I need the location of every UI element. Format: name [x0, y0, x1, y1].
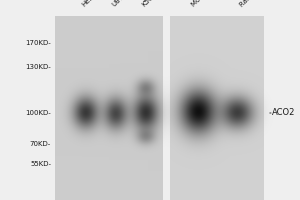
Text: Mouse brain: Mouse brain	[191, 0, 225, 8]
Text: 130KD-: 130KD-	[25, 64, 51, 70]
Text: 100KD-: 100KD-	[25, 110, 51, 116]
Text: 70KD-: 70KD-	[30, 141, 51, 147]
Text: K562: K562	[141, 0, 158, 8]
Text: U87: U87	[111, 0, 125, 8]
Text: HeLa: HeLa	[81, 0, 98, 8]
Text: ACO2: ACO2	[272, 108, 296, 117]
Text: 55KD-: 55KD-	[30, 161, 51, 167]
Text: 170KD-: 170KD-	[25, 40, 51, 46]
Text: Rat spinal cord: Rat spinal cord	[239, 0, 280, 8]
